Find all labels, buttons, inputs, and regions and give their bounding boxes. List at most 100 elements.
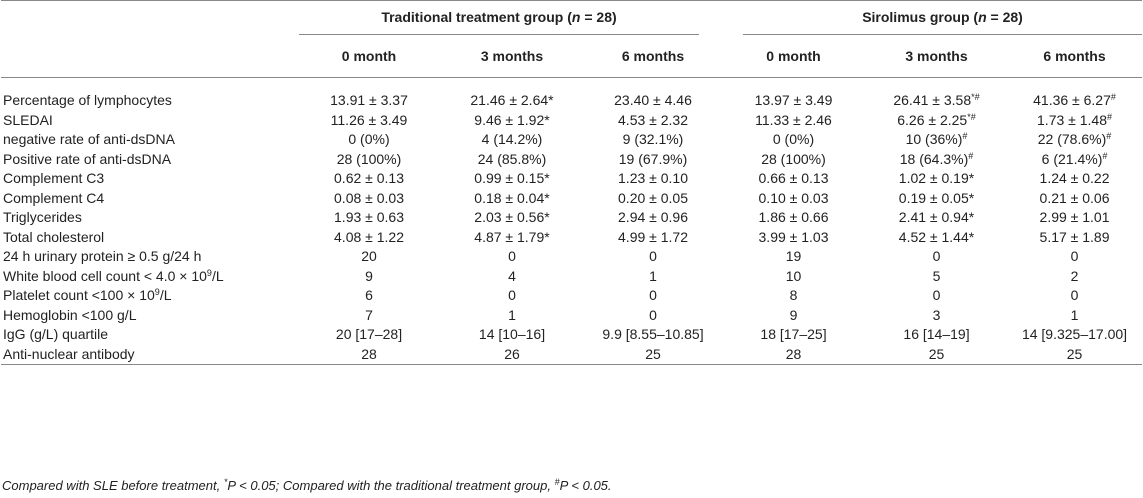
table-cell: 0 <box>932 248 941 264</box>
table-cell: 21.46 ± 2.64* <box>470 92 554 108</box>
table-cell: 28 (100%) <box>336 150 402 167</box>
table-row: Total cholesterol 4.08 ± 1.22 4.87 ± 1.79*… <box>1 228 1142 248</box>
table-cell: 1 <box>1070 306 1079 323</box>
table-cell: 11.33 ± 2.46 <box>755 111 832 128</box>
table-cell: 1.23 ± 0.10 <box>618 170 688 186</box>
table-cell: 4 <box>508 267 516 284</box>
table-body: Percentage of lymphocytes 13.91 ± 3.37 21.… <box>1 77 1143 365</box>
table-cell: 0.62 ± 0.13 <box>334 170 404 186</box>
col-header: 3 months <box>905 48 968 64</box>
table-cell: 25 <box>585 344 721 365</box>
table-cell: 16 [14–19] <box>903 326 970 342</box>
table-cell: 11.26 ± 3.49 <box>330 111 408 128</box>
table-cell: 19 (67.9%) <box>618 150 688 167</box>
row-label: Positive rate of anti-dsDNA <box>3 150 172 167</box>
table-cell: 18 [17–25] <box>760 326 827 342</box>
row-label: IgG (g/L) quartile <box>3 326 109 342</box>
table-cell: 4.53 ± 2.32 <box>618 111 688 128</box>
table-row: 24 h urinary protein ≥ 0.5 g/24 h 20 0 0 19 0… <box>1 247 1142 267</box>
table-row: Hemoglobin <100 g/L 7 1 0 9 3 1 <box>1 306 1142 326</box>
table-cell: 0 <box>649 287 657 303</box>
table-cell: 26.41 ± 3.58*# <box>893 92 980 108</box>
table-cell: 25 <box>1007 344 1143 365</box>
corner-cell <box>1 0 299 35</box>
table-cell: 4 (14.2%) <box>481 131 543 147</box>
table-cell: 6 (21.4%)# <box>1041 150 1108 167</box>
table-cell: 7 <box>365 306 373 323</box>
table-cell: 2 <box>1070 267 1079 284</box>
table-row: Positive rate of anti-dsDNA 28 (100%) 24 (… <box>1 150 1142 170</box>
corner-cell-2 <box>1 35 299 78</box>
table-cell: 0.18 ± 0.04* <box>474 189 550 206</box>
table-row: IgG (g/L) quartile 20 [17–28] 14 [10–16] 9.… <box>1 325 1142 345</box>
table-cell: 9.9 [8.55–10.85] <box>602 326 704 342</box>
table-cell: 20 [17–28] <box>335 326 403 342</box>
table-cell: 4.87 ± 1.79* <box>474 228 550 245</box>
table-row: SLEDAI 11.26 ± 3.49 9.46 ± 1.92* 4.53 ± 2.3… <box>1 111 1142 131</box>
group-header-row: Traditional treatment group (n = 28) Sir… <box>1 0 1143 35</box>
table-row: Complement C3 0.62 ± 0.13 0.99 ± 0.15* 1.23… <box>1 169 1142 189</box>
table-cell: 22 (78.6%)# <box>1037 131 1112 147</box>
table-cell: 6.26 ± 2.25*# <box>897 111 976 128</box>
table-cell: 1 <box>649 267 657 284</box>
row-label: Anti-nuclear antibody <box>1 344 299 365</box>
table-cell: 9 <box>789 306 798 323</box>
table-row: Percentage of lymphocytes 13.91 ± 3.37 21.… <box>1 91 1142 111</box>
col-header: 3 months <box>480 48 544 64</box>
col-header: 6 months <box>621 48 685 64</box>
table-row: White blood cell count < 4.0 × 109/L 9 4 1 1… <box>1 267 1142 287</box>
col-header: 0 month <box>341 48 397 64</box>
table-cell: 0.21 ± 0.06 <box>1039 189 1110 206</box>
table-cell: 14 [9.325–17.00] <box>1021 326 1128 342</box>
table-cell: 13.91 ± 3.37 <box>330 92 408 108</box>
table-cell: 26 <box>439 344 585 365</box>
table-cell: 1 <box>508 306 516 323</box>
timepoint-header-row: 0 month 3 months 6 months 0 month 3 mont… <box>1 35 1142 78</box>
table-cell: 10 (36%)# <box>905 131 968 147</box>
table-cell: 4.08 ± 1.22 <box>334 228 404 245</box>
table-cell: 4.99 ± 1.72 <box>618 228 688 245</box>
results-table: Traditional treatment group (n = 28) Sir… <box>1 0 1143 365</box>
table-cell: 0 <box>649 306 657 323</box>
table-cell: 18 (64.3%)# <box>899 150 974 167</box>
table-cell: 9.46 ± 1.92* <box>474 111 550 128</box>
table-cell: 14 [10–16] <box>478 326 546 342</box>
table-cell: 0.66 ± 0.13 <box>758 170 829 186</box>
table-cell: 10 <box>785 267 802 284</box>
group-header-traditional: Traditional treatment group (n = 28) <box>299 0 721 35</box>
table-row: Anti-nuclear antibody 28 26 25 28 25 25 <box>1 344 1143 365</box>
table-row: negative rate of anti-dsDNA 0 (0%) 4 (14.2… <box>1 130 1142 150</box>
col-header: 6 months <box>1043 48 1106 64</box>
table-cell: 9 (32.1%) <box>622 131 684 147</box>
row-label: Complement C4 <box>3 189 105 206</box>
table-cell: 1.24 ± 0.22 <box>1039 170 1110 186</box>
table-cell: 0 <box>649 248 657 264</box>
row-label: negative rate of anti-dsDNA <box>3 131 175 147</box>
table-cell: 28 <box>299 344 439 365</box>
table-cell: 1.02 ± 0.19* <box>898 170 975 186</box>
table-cell: 1.93 ± 0.63 <box>334 209 404 225</box>
table-row: Triglycerides 1.93 ± 0.63 2.03 ± 0.56* 2.94… <box>1 208 1142 228</box>
table-cell: 23.40 ± 4.46 <box>614 92 692 108</box>
table-cell: 0 (0%) <box>348 131 390 147</box>
group-header-sirolimus: Sirolimus group (n = 28) <box>721 0 1143 35</box>
row-label: Percentage of lymphocytes <box>3 92 172 108</box>
row-label: Hemoglobin <100 g/L <box>3 306 137 323</box>
row-label: 24 h urinary protein ≥ 0.5 g/24 h <box>3 248 202 264</box>
table-cell: 13.97 ± 3.49 <box>754 92 833 108</box>
table-cell: 0 <box>1070 287 1079 303</box>
table-cell: 0.08 ± 0.03 <box>334 189 404 206</box>
table-cell: 3 <box>932 306 941 323</box>
table-cell: 0 <box>932 287 941 303</box>
table-cell: 0.20 ± 0.05 <box>618 189 688 206</box>
row-label: Total cholesterol <box>3 228 105 245</box>
table-cell: 2.41 ± 0.94* <box>898 209 975 225</box>
table-cell: 0.99 ± 0.15* <box>474 170 550 186</box>
row-label: Triglycerides <box>3 209 82 225</box>
table-cell: 5 <box>932 267 941 284</box>
table-cell: 19 <box>785 248 802 264</box>
table-row: Complement C4 0.08 ± 0.03 0.18 ± 0.04* 0.20… <box>1 189 1142 209</box>
table-cell: 0 <box>508 248 516 264</box>
table-cell: 25 <box>866 344 1007 365</box>
